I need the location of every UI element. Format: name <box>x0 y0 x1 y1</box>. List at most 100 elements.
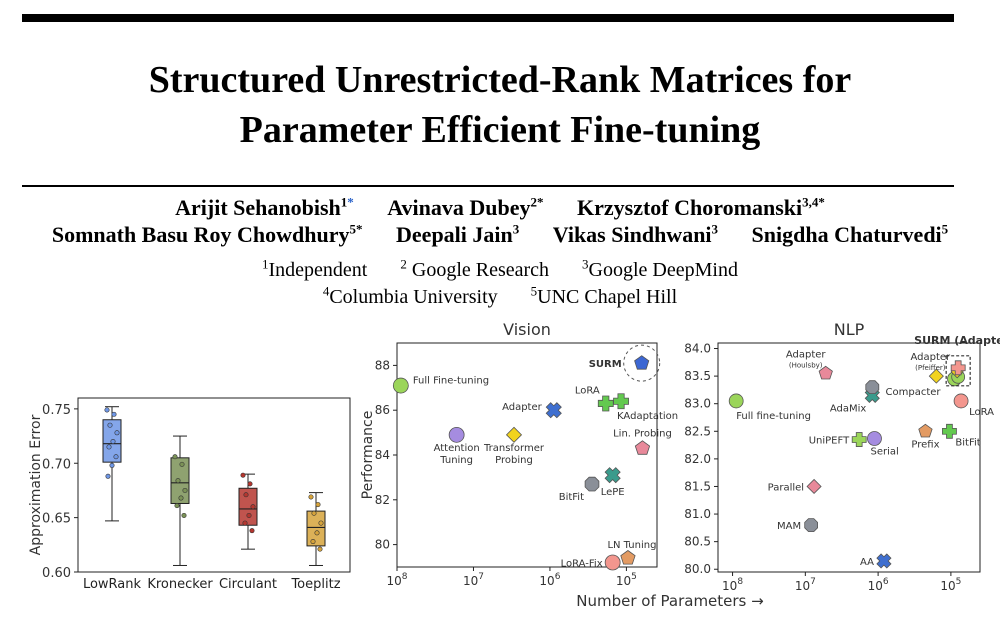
y-tick-label: 0.75 <box>42 403 71 418</box>
nlp-marker <box>876 553 892 569</box>
x-tick-label: 107 <box>463 572 484 588</box>
vision-marker <box>620 550 636 565</box>
box <box>306 510 326 547</box>
y-tick-label: 81.5 <box>684 479 711 493</box>
author: Somnath Basu Roy Chowdhury5* <box>51 221 363 247</box>
y-tick-label: 0.70 <box>42 457 71 472</box>
y-tick-label: 80 <box>375 538 390 552</box>
author: Snigdha Chaturvedi5 <box>751 221 949 247</box>
data-point <box>240 472 246 478</box>
nlp-point-label: MAM <box>777 521 801 532</box>
nlp-point-label: Adapter <box>786 349 827 360</box>
nlp-marker <box>950 360 966 376</box>
data-point <box>111 411 117 417</box>
affiliation: 2 Google Research <box>400 256 550 281</box>
data-point <box>308 494 314 500</box>
y-tick-label: 82.0 <box>684 452 711 466</box>
nlp-point-label: AdaMix <box>830 403 867 414</box>
vision-marker <box>505 426 523 443</box>
data-point <box>104 407 110 413</box>
x-tick-label: 107 <box>795 577 816 593</box>
affiliations-row-1: 1Independent 2 Google Research 3Google D… <box>0 256 1000 282</box>
nlp-marker <box>806 478 822 495</box>
x-category-label: LowRank <box>83 577 142 592</box>
author: Deepali Jain3 <box>396 221 520 247</box>
data-point <box>110 438 116 444</box>
affiliation: 1Independent <box>262 256 368 281</box>
vision-point-label: Full Fine-tuning <box>413 376 489 387</box>
x-category-label: Circulant <box>219 577 277 592</box>
surm-highlight-box <box>945 355 971 387</box>
y-axis-label: Approximation Error <box>28 414 44 555</box>
x-category-label: Kronecker <box>147 577 213 592</box>
vision-point-label: LePE <box>601 487 625 498</box>
authors-row-1: Arijit Sehanobish1* Avinava Dubey2* Krzy… <box>0 195 1000 221</box>
affiliation: 5UNC Chapel Hill <box>530 283 678 308</box>
data-point <box>242 520 248 526</box>
y-tick-label: 83.0 <box>684 397 711 411</box>
data-point <box>311 510 317 516</box>
paper-title-line2: Parameter Efficient Fine-tuning <box>239 109 761 151</box>
vision-title: Vision <box>503 320 551 339</box>
y-tick-label: 80.5 <box>684 535 711 549</box>
y-tick-label: 86 <box>375 403 390 417</box>
nlp-point-sublabel: (Houlsby) <box>789 361 823 369</box>
nlp-point-label: UniPEFT <box>809 436 850 447</box>
vision-point-label: Lin. Probing <box>613 428 672 439</box>
top-rule <box>22 14 954 22</box>
vision-marker <box>634 440 651 455</box>
data-point <box>172 454 178 460</box>
data-point <box>174 503 180 509</box>
x-tick-label: 106 <box>868 577 889 593</box>
vision-point-label: Probing <box>495 455 533 466</box>
y-tick-label: 81.0 <box>684 507 711 521</box>
y-tick-label: 84.0 <box>684 342 711 356</box>
vision-marker-shape <box>604 467 621 484</box>
data-point <box>249 528 255 534</box>
vision-point-label: BitFit <box>559 492 584 503</box>
nlp-marker <box>928 368 944 384</box>
data-point <box>246 512 252 518</box>
data-point <box>175 478 181 484</box>
nlp-marker <box>867 431 882 446</box>
y-tick-label: 80.0 <box>684 562 711 576</box>
vision-point-label: Transformer <box>483 443 545 454</box>
y-tick-label: 0.60 <box>42 566 71 581</box>
data-point <box>314 530 320 536</box>
x-tick-label: 105 <box>616 572 637 588</box>
author: Avinava Dubey2* <box>387 194 544 220</box>
nlp-title: NLP <box>834 320 865 339</box>
y-tick-label: 82 <box>375 493 390 507</box>
data-point <box>247 481 253 487</box>
vision-point-label: LN Tuning <box>607 540 656 551</box>
authors-row-2: Somnath Basu Roy Chowdhury5* Deepali Jai… <box>0 222 1000 248</box>
vision-marker <box>604 554 621 571</box>
data-point <box>315 502 321 508</box>
paper-title-line1: Structured Unrestricted-Rank Matrices fo… <box>148 59 852 101</box>
x-tick-label: 108 <box>722 577 743 593</box>
data-point <box>178 495 184 501</box>
title-rule <box>22 185 954 187</box>
box <box>238 487 258 526</box>
author: Krzysztof Choromanski3,4* <box>577 194 825 220</box>
nlp-point-sublabel: (Pfeiffer) <box>915 364 946 372</box>
vision-marker <box>597 395 614 412</box>
data-point <box>318 520 324 526</box>
affiliations-row-2: 4Columbia University 5UNC Chapel Hill <box>0 283 1000 309</box>
vision-point-label: SURM <box>589 359 622 370</box>
nlp-point-label: Prefix <box>911 439 939 450</box>
vision-marker-shape <box>545 402 562 419</box>
nlp-point-label: Compacter <box>886 387 942 398</box>
x-tick-label: 105 <box>940 577 961 593</box>
vision-point-label: LoRA-Fix <box>561 559 603 570</box>
y-tick-label: 82.5 <box>684 424 711 438</box>
data-point <box>243 492 249 498</box>
vision-marker <box>604 467 621 484</box>
surm-highlight-ring <box>623 344 661 382</box>
vision-marker <box>613 393 629 410</box>
nlp-marker <box>918 423 933 438</box>
x-tick-label: 106 <box>539 572 560 588</box>
vision-marker <box>634 355 650 370</box>
data-point <box>250 504 256 510</box>
box-plot-frame <box>77 397 351 573</box>
